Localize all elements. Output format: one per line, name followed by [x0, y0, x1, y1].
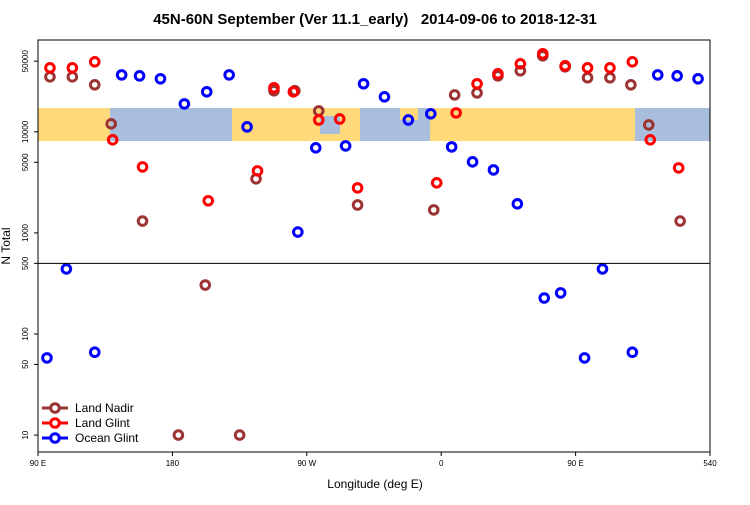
data-point [651, 69, 664, 81]
data-point [136, 161, 149, 173]
data-point [241, 121, 253, 133]
data-point [154, 72, 167, 85]
data-point [287, 85, 300, 98]
legend-label: Ocean Glint [75, 431, 139, 445]
y-tick-label: 10 [21, 430, 30, 439]
data-point [581, 71, 594, 84]
data-point [378, 91, 391, 103]
x-axis-label: Longitude (deg E) [327, 477, 422, 491]
data-point [88, 55, 101, 68]
data-point [514, 58, 527, 70]
x-tick-label: 540 [703, 459, 717, 468]
data-point [312, 114, 325, 126]
data-point [402, 114, 415, 126]
data-point [511, 198, 524, 210]
data-point [66, 61, 79, 74]
data-point [333, 113, 346, 125]
data-point [538, 292, 551, 304]
data-point [233, 429, 246, 441]
y-tick-label: 1000 [21, 223, 30, 241]
data-point [448, 89, 461, 101]
x-tick-label: 90 E [567, 459, 583, 468]
legend-label: Land Glint [75, 416, 130, 430]
data-point [430, 177, 443, 189]
data-point [105, 118, 117, 130]
data-point [692, 72, 704, 85]
x-tick-label: 0 [439, 459, 444, 468]
data-point [172, 429, 185, 441]
y-tick-label: 50000 [21, 50, 30, 73]
data-point [674, 215, 686, 227]
data-point [626, 55, 639, 68]
legend-marker [49, 417, 61, 429]
data-point [223, 69, 235, 81]
data-point [251, 165, 264, 177]
data-point [106, 133, 119, 146]
data-point [88, 346, 101, 359]
data-point [514, 64, 527, 77]
data-point [642, 119, 655, 131]
data-point [604, 71, 616, 84]
data-point [450, 107, 462, 119]
y-tick-label: 5000 [21, 153, 30, 171]
data-point [357, 77, 370, 90]
data-point [339, 140, 352, 152]
marks [41, 47, 704, 441]
data-point [202, 194, 215, 207]
data-point [581, 61, 594, 74]
data-point [626, 346, 639, 359]
y-tick-label: 50 [21, 359, 30, 368]
y-tick-label: 100 [21, 327, 30, 341]
y-tick-label: 500 [21, 256, 30, 270]
data-point [268, 81, 280, 94]
data-point [671, 70, 683, 82]
y-axis-label: N Total [0, 227, 13, 264]
data-point [554, 287, 567, 299]
data-point [351, 182, 364, 194]
data-point [672, 162, 685, 174]
legend-marker [49, 432, 61, 444]
map-band [38, 108, 710, 141]
data-point [427, 204, 440, 216]
x-tick-label: 180 [166, 459, 180, 468]
data-point [536, 47, 549, 60]
chart-title: 45N-60N September (Ver 11.1_early) 2014-… [153, 11, 597, 28]
data-point [492, 68, 504, 80]
data-point [309, 142, 322, 154]
data-point [66, 71, 79, 83]
data-point [199, 279, 212, 291]
data-point [136, 215, 149, 227]
data-point [596, 263, 609, 275]
data-point [487, 164, 500, 176]
data-point [44, 61, 56, 74]
data-point [351, 199, 364, 211]
legend-label: Land Nadir [75, 401, 134, 415]
data-point [466, 156, 479, 168]
data-point [88, 78, 101, 91]
y-tick-label: 10000 [21, 120, 30, 143]
data-point [604, 61, 616, 74]
data-point [133, 70, 146, 82]
data-point [424, 107, 437, 120]
x-tick-label: 90 W [297, 459, 316, 468]
data-point [471, 77, 483, 90]
legend-marker [49, 402, 61, 414]
data-point [60, 263, 73, 275]
data-point [625, 78, 637, 91]
data-point [41, 352, 53, 364]
data-point [644, 133, 657, 146]
data-point [44, 71, 56, 83]
data-point [115, 69, 128, 81]
data-point [559, 60, 571, 72]
data-point [292, 226, 304, 238]
data-point [178, 98, 191, 110]
data-point [578, 352, 591, 364]
plot-frame [37, 39, 711, 453]
data-point [471, 87, 483, 99]
data-point [200, 85, 213, 98]
data-point [445, 141, 458, 153]
x-tick-label: 90 E [30, 459, 46, 468]
